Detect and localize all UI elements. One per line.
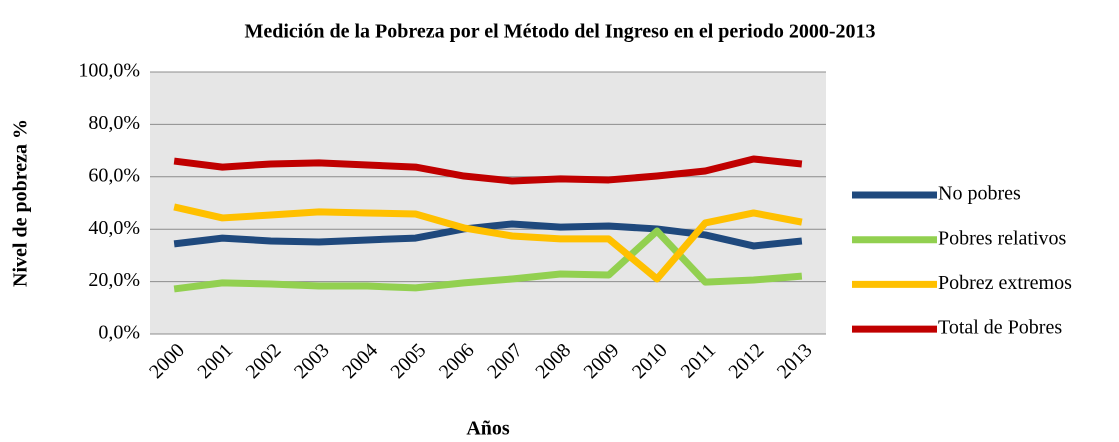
x-tick-label: 2004: [338, 339, 382, 383]
plot-area: [150, 72, 826, 334]
y-tick-label: 40,0%: [88, 217, 140, 239]
x-tick-label: 2005: [387, 339, 431, 383]
x-tick-label: 2012: [725, 339, 769, 383]
data-line: [173, 155, 803, 185]
x-tick-label: 2013: [773, 339, 817, 383]
x-tick-label: 2000: [145, 339, 189, 383]
x-tick-label: 2008: [531, 339, 575, 383]
x-tick-label: 2007: [483, 339, 527, 383]
x-tick-label: 2011: [677, 339, 720, 382]
x-tick-label: 2006: [435, 339, 479, 383]
y-tick-label: 80,0%: [88, 112, 140, 134]
data-line: [173, 203, 803, 283]
x-tick-label: 2010: [628, 339, 672, 383]
legend-label: No pobres: [938, 183, 1021, 205]
chart-title: Medición de la Pobreza por el Método del…: [244, 21, 875, 43]
y-tick-label: 0,0%: [98, 322, 140, 344]
y-axis-title: Nivel de pobreza %: [10, 119, 32, 287]
x-tick-label: 2002: [242, 339, 286, 383]
y-tick-label: 20,0%: [88, 269, 140, 291]
x-tick-label: 2003: [290, 339, 334, 383]
legend-label: Pobres relativos: [938, 227, 1067, 249]
x-tick-label: 2009: [580, 339, 624, 383]
data-line: [173, 227, 803, 293]
legend-label: Total de Pobres: [938, 317, 1062, 339]
y-tick-label: 100,0%: [78, 60, 140, 82]
x-tick-label: 2001: [193, 339, 237, 383]
y-tick-label: 60,0%: [88, 164, 140, 186]
legend-label: Pobrez extremos: [938, 272, 1072, 294]
x-axis-title: Años: [466, 418, 510, 440]
